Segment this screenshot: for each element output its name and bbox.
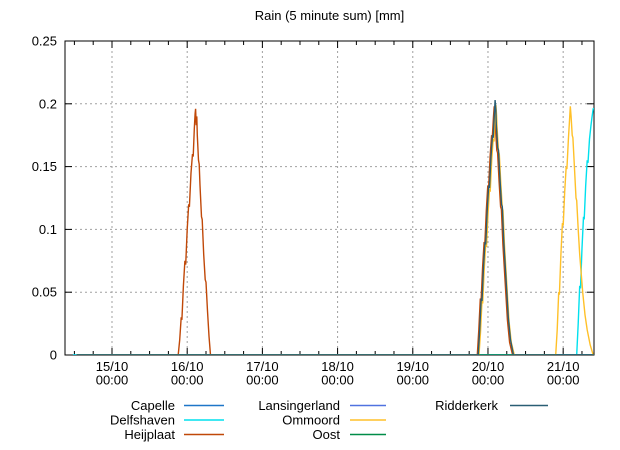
series-line-ommoord [76, 105, 594, 355]
legend-label: Ommoord [282, 413, 340, 428]
x-tick-label: 16/10 00:00 [171, 359, 204, 388]
legend-item-capelle: Capelle [131, 398, 224, 413]
x-tick-label: 17/10 00:00 [246, 359, 279, 388]
y-axis-labels: 0 0.05 0.1 0.15 0.2 0.25 [32, 34, 57, 363]
legend-item-ommoord: Ommoord [282, 413, 386, 428]
x-tick-label: 19/10 00:00 [397, 359, 430, 388]
series-line-delfshaven [72, 107, 594, 355]
series-line-heijplaat [76, 106, 594, 355]
legend-item-heijplaat: Heijplaat [124, 427, 224, 442]
y-tick-label: 0.2 [39, 96, 57, 111]
y-tick-label: 0.15 [32, 159, 57, 174]
legend-item-ridderkerk: Ridderkerk [435, 398, 548, 413]
gridlines [65, 41, 594, 355]
x-tick-label: 20/10 00:00 [472, 359, 505, 388]
y-tick-label: 0.25 [32, 34, 57, 49]
legend: CapelleDelfshavenHeijplaatLansingerlandO… [110, 398, 548, 442]
legend-label: Delfshaven [110, 413, 175, 428]
x-tick-label: 15/10 00:00 [96, 359, 129, 388]
legend-item-lansingerland: Lansingerland [258, 398, 386, 413]
legend-label: Capelle [131, 398, 175, 413]
series-lines [72, 99, 594, 355]
legend-item-oost: Oost [313, 427, 386, 442]
x-axis-labels: 15/10 00:00 16/10 00:00 17/10 00:00 18/10 00:00… [96, 359, 580, 388]
x-tick-label: 18/10 00:00 [321, 359, 354, 388]
y-tick-label: 0.05 [32, 285, 57, 300]
x-tick-label: 21/10 00:00 [547, 359, 580, 388]
legend-label: Ridderkerk [435, 398, 498, 413]
axis-ticks [65, 40, 594, 356]
legend-label: Lansingerland [258, 398, 340, 413]
series-line-ridderkerk [76, 99, 594, 355]
y-tick-label: 0.1 [39, 222, 57, 237]
y-tick-label: 0 [50, 348, 57, 363]
legend-label: Heijplaat [124, 427, 175, 442]
legend-item-delfshaven: Delfshaven [110, 413, 224, 428]
chart-title: Rain (5 minute sum) [mm] [254, 8, 405, 23]
legend-label: Oost [313, 427, 341, 442]
plot-border [64, 40, 595, 356]
